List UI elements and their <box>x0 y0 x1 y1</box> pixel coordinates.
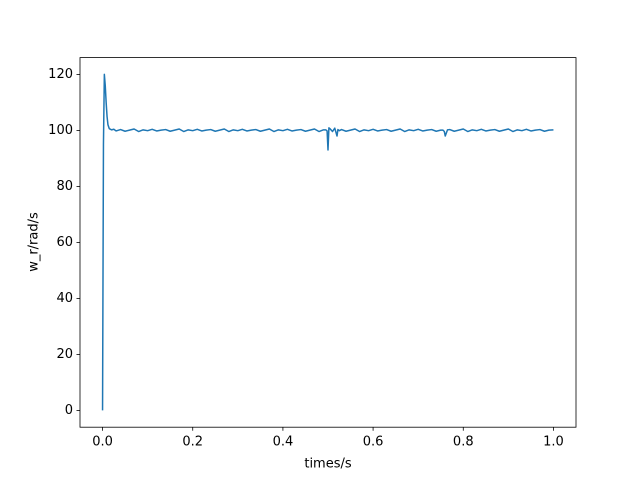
y-axis-label: w_r/rad/s <box>27 212 42 272</box>
x-tick-label: 1.0 <box>543 435 564 450</box>
y-tick-label: 0 <box>65 403 73 418</box>
y-tick-label: 20 <box>56 347 73 362</box>
data-line <box>101 73 554 411</box>
x-tick-label: 0.0 <box>92 435 113 450</box>
y-tick-label: 40 <box>56 291 73 306</box>
x-tick-label: 0.4 <box>273 435 294 450</box>
x-tick-label: 0.6 <box>363 435 384 450</box>
x-axis-label: times/s <box>304 457 352 472</box>
y-tick-label: 100 <box>48 123 73 138</box>
y-tick-label: 120 <box>48 67 73 82</box>
y-tick-label: 60 <box>56 235 73 250</box>
plot-frame <box>79 57 577 428</box>
x-tick-label: 0.2 <box>182 435 203 450</box>
y-tick-label: 80 <box>56 179 73 194</box>
x-tick-label: 0.8 <box>453 435 474 450</box>
